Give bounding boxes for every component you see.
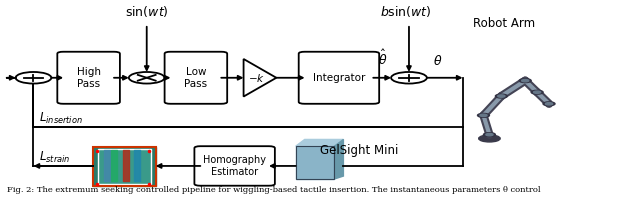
Bar (296, 146, 335, 179)
Circle shape (522, 80, 529, 82)
Text: Low
Pass: Low Pass (184, 67, 207, 89)
Text: $\theta$: $\theta$ (433, 54, 442, 68)
Circle shape (534, 91, 541, 93)
Circle shape (480, 114, 487, 116)
Circle shape (531, 90, 543, 94)
Text: $L_{insertion}$: $L_{insertion}$ (40, 111, 83, 126)
FancyBboxPatch shape (195, 146, 275, 186)
Circle shape (495, 94, 508, 98)
Polygon shape (296, 139, 344, 146)
FancyBboxPatch shape (58, 52, 120, 104)
Bar (93, 147, 156, 186)
Circle shape (498, 95, 505, 97)
Circle shape (519, 79, 531, 83)
Text: Homography
Estimator: Homography Estimator (203, 155, 266, 177)
Text: Fig. 2: The extremum seeking controlled pipeline for wiggling-based tactile inse: Fig. 2: The extremum seeking controlled … (6, 186, 540, 194)
Text: GelSight Mini: GelSight Mini (319, 144, 398, 157)
Text: Integrator: Integrator (313, 73, 365, 83)
Circle shape (477, 113, 490, 117)
Text: $\sin(wt)$: $\sin(wt)$ (125, 4, 168, 19)
Polygon shape (335, 139, 344, 179)
Text: Robot Arm: Robot Arm (473, 17, 536, 30)
FancyBboxPatch shape (299, 52, 379, 104)
Circle shape (486, 134, 493, 136)
Bar (93, 147, 156, 186)
Text: $-k$: $-k$ (248, 72, 266, 84)
Circle shape (483, 133, 495, 137)
FancyBboxPatch shape (164, 52, 227, 104)
Text: $\hat{\theta}$: $\hat{\theta}$ (378, 49, 387, 68)
Text: $L_{strain}$: $L_{strain}$ (40, 150, 71, 165)
Circle shape (545, 103, 552, 105)
Circle shape (543, 102, 555, 106)
FancyBboxPatch shape (98, 149, 151, 184)
Bar (296, 146, 335, 179)
Text: High
Pass: High Pass (77, 67, 100, 89)
Circle shape (479, 135, 500, 142)
Text: $b\sin(wt)$: $b\sin(wt)$ (380, 4, 432, 19)
